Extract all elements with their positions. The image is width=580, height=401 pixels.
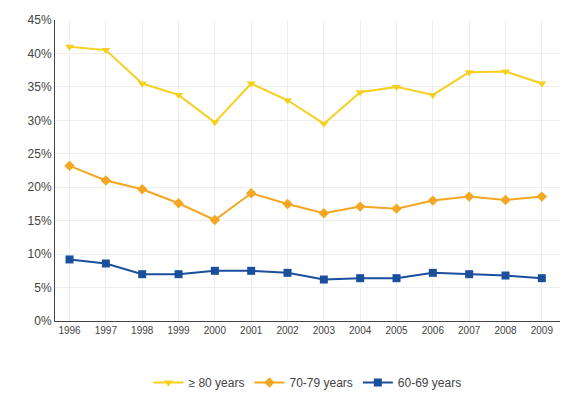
svg-text:30%: 30% [28, 114, 52, 128]
svg-text:15%: 15% [28, 214, 52, 228]
svg-text:5%: 5% [34, 281, 52, 295]
svg-text:20%: 20% [28, 180, 52, 194]
svg-text:2003: 2003 [313, 325, 336, 336]
svg-text:40%: 40% [28, 47, 52, 61]
svg-text:2002: 2002 [276, 325, 299, 336]
svg-text:0%: 0% [34, 314, 52, 328]
svg-text:70-79 years: 70-79 years [289, 376, 352, 390]
svg-text:60-69 years: 60-69 years [398, 376, 461, 390]
svg-text:10%: 10% [28, 247, 52, 261]
svg-text:2000: 2000 [204, 325, 227, 336]
svg-text:2005: 2005 [385, 325, 408, 336]
svg-text:2001: 2001 [240, 325, 263, 336]
svg-text:2007: 2007 [458, 325, 481, 336]
svg-text:2004: 2004 [349, 325, 372, 336]
svg-text:≥ 80 years: ≥ 80 years [189, 376, 245, 390]
svg-text:1998: 1998 [131, 325, 154, 336]
svg-text:35%: 35% [28, 80, 52, 94]
svg-text:2006: 2006 [422, 325, 445, 336]
svg-text:2009: 2009 [531, 325, 554, 336]
svg-text:25%: 25% [28, 147, 52, 161]
svg-text:1996: 1996 [58, 325, 81, 336]
svg-text:1997: 1997 [95, 325, 118, 336]
svg-text:2008: 2008 [494, 325, 517, 336]
svg-text:45%: 45% [28, 13, 52, 27]
svg-text:1999: 1999 [167, 325, 190, 336]
